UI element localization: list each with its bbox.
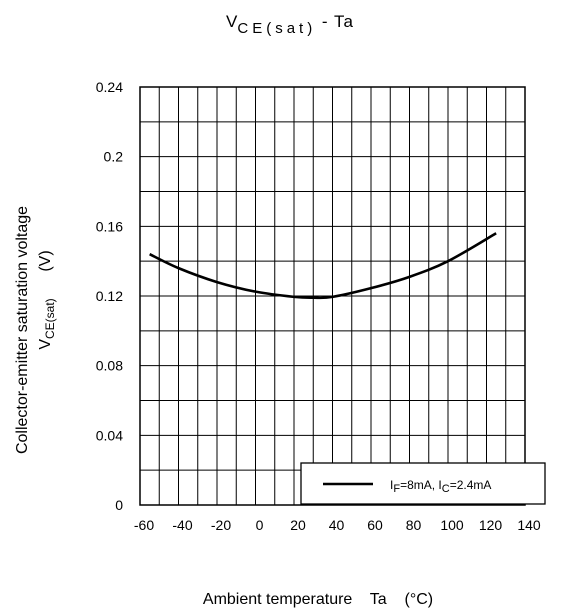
x-tick-label: 120	[479, 517, 503, 533]
y-tick-label: 0.2	[104, 149, 124, 165]
x-tick-label: 40	[329, 517, 345, 533]
y-axis-label-line1: Collector-emitter saturation voltage	[14, 206, 31, 454]
y-axis-label: Collector-emitter saturation voltage	[14, 206, 31, 454]
y-tick-label: 0.04	[96, 427, 123, 443]
x-tick-label: -20	[211, 517, 231, 533]
y-tick-label: 0.12	[96, 288, 123, 304]
x-tick-labels: -60 -40 -20 0 20 40 60 80 100 120 140	[134, 517, 541, 533]
legend-label-p2: =8mA, I	[400, 478, 442, 492]
legend-label-p1: I	[390, 478, 393, 492]
y-tick-label: 0.24	[96, 79, 123, 95]
x-axis-label: Ambient temperature Ta (°C)	[203, 591, 433, 608]
series-line	[149, 232, 497, 300]
x-tick-label: 80	[406, 517, 422, 533]
x-tick-label: 100	[440, 517, 464, 533]
y-axis-label-line2-main: V	[37, 339, 54, 350]
legend-label-s2: C	[442, 483, 450, 495]
x-tick-label: 0	[256, 517, 264, 533]
y-tick-labels: 0 0.04 0.08 0.12 0.16 0.2 0.24	[96, 79, 123, 513]
y-tick-label: 0.16	[96, 218, 123, 234]
plot-frame	[139, 86, 526, 506]
x-tick-label: -60	[134, 517, 154, 533]
y-axis-label-line2-rest: (V)	[37, 250, 54, 271]
chart-title-sub: CE(sat)	[237, 20, 316, 37]
x-tick-label: 140	[517, 517, 541, 533]
legend-label-s1: F	[393, 483, 400, 495]
y-tick-label: 0.08	[96, 358, 123, 374]
y-tick-label: 0	[115, 497, 123, 513]
y-axis-label-2: VCE(sat) (V)	[37, 250, 57, 349]
legend: IF=8mA, IC=2.4mA	[300, 462, 546, 505]
y-axis-label-line2-sub: CE(sat)	[43, 298, 57, 339]
legend-label: IF=8mA, IC=2.4mA	[390, 478, 491, 495]
chart-title-main: V	[226, 12, 238, 31]
chart-title: VCE(sat) - Ta	[226, 12, 354, 37]
series-group	[149, 232, 497, 300]
x-tick-label: 20	[290, 517, 306, 533]
y-axis-label-line2: VCE(sat) (V)	[37, 250, 57, 349]
x-tick-label: -40	[172, 517, 192, 533]
legend-label-p3: =2.4mA	[450, 478, 492, 492]
chart-title-rest: - Ta	[316, 12, 354, 31]
x-tick-label: 60	[367, 517, 383, 533]
